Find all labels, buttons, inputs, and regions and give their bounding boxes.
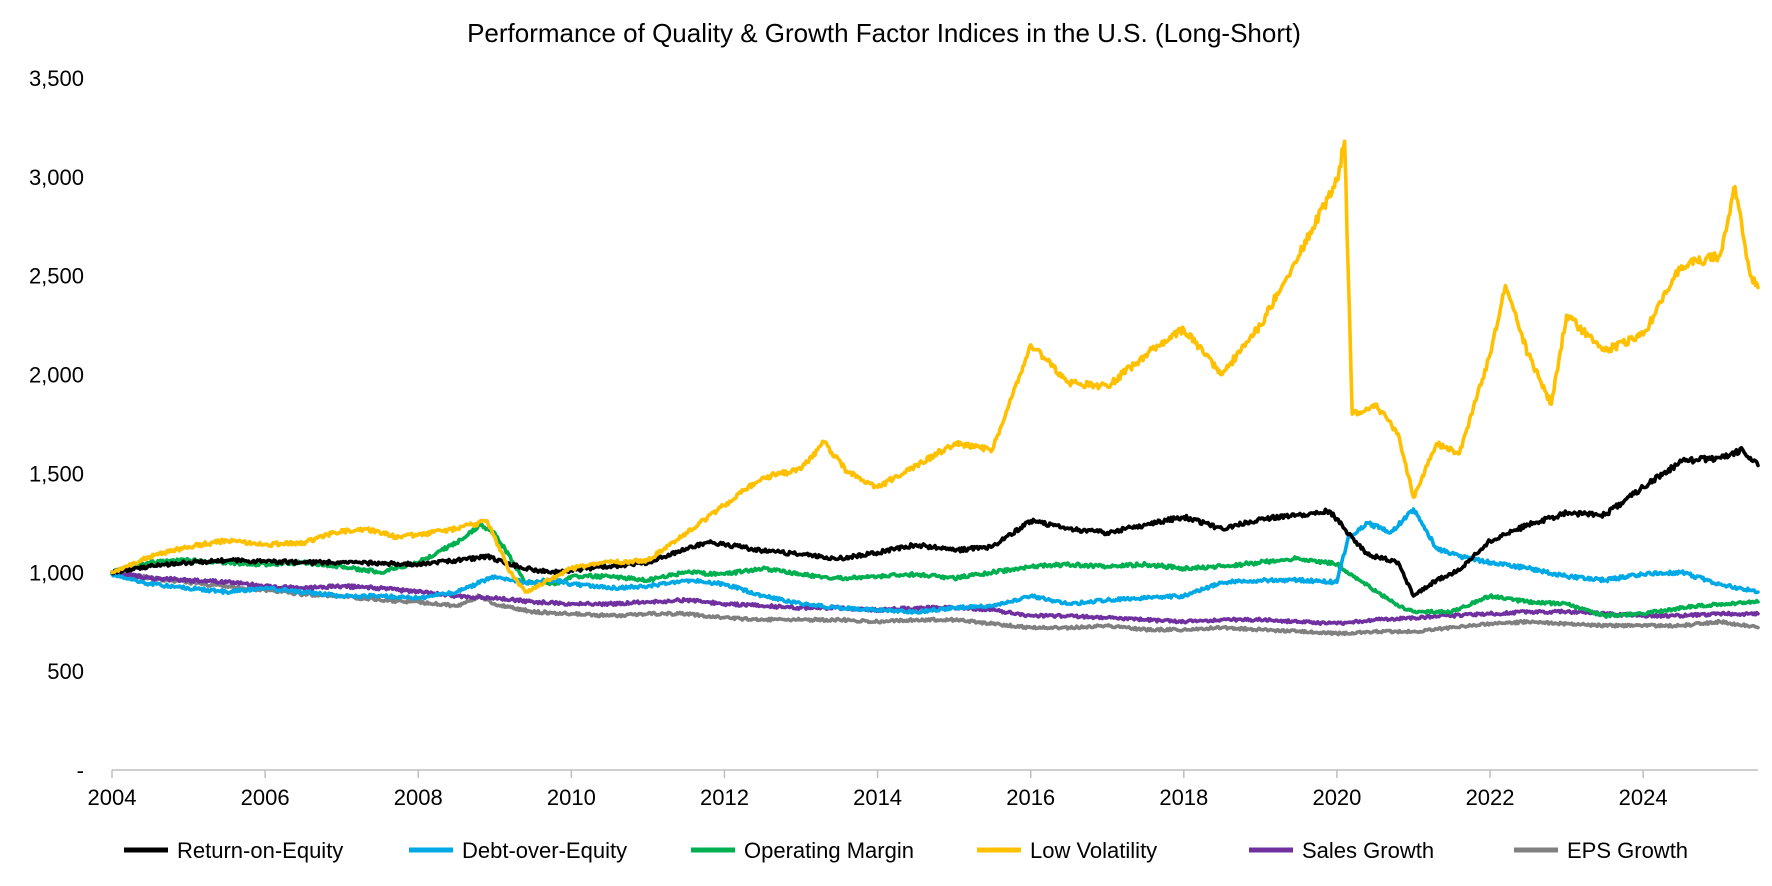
legend-label: EPS Growth — [1567, 838, 1688, 863]
legend: Return-on-Equity Debt-over-Equity Operatin… — [124, 838, 1688, 863]
x-axis: 2004 2006 2008 2010 2012 2014 2016 2018 2020 2022… — [88, 769, 1758, 810]
x-tick-label: 2022 — [1466, 785, 1515, 810]
chart-title: Performance of Quality & Growth Factor I… — [467, 18, 1301, 48]
series-line-eps-growth — [110, 569, 1760, 637]
series-layer — [110, 139, 1760, 637]
y-tick-label: 2,500 — [29, 264, 84, 289]
y-tick-label: 3,000 — [29, 165, 84, 190]
x-tick-label: 2010 — [547, 785, 596, 810]
x-tick-label: 2014 — [853, 785, 902, 810]
x-tick-label: 2018 — [1159, 785, 1208, 810]
y-tick-label: 500 — [47, 659, 84, 684]
series-line-return-on-equity — [110, 446, 1760, 598]
x-tick-label: 2008 — [394, 785, 443, 810]
x-tick-label: 2016 — [1006, 785, 1055, 810]
x-tick-label: 2006 — [241, 785, 290, 810]
series-line-operating-margin — [110, 522, 1760, 619]
legend-label: Low Volatility — [1030, 838, 1157, 863]
legend-label: Sales Growth — [1302, 838, 1434, 863]
y-tick-label: 1,500 — [29, 461, 84, 486]
x-tick-label: 2024 — [1619, 785, 1668, 810]
series-line-low-volatility — [110, 139, 1760, 594]
y-tick-label: - — [77, 758, 84, 783]
y-tick-label: 1,000 — [29, 560, 84, 585]
legend-label: Operating Margin — [744, 838, 914, 863]
y-tick-label: 2,000 — [29, 363, 84, 388]
x-tick-label: 2020 — [1312, 785, 1361, 810]
legend-label: Return-on-Equity — [177, 838, 343, 863]
x-tick-label: 2004 — [88, 785, 137, 810]
y-tick-label: 3,500 — [29, 66, 84, 91]
series-line-debt-over-equity — [110, 507, 1760, 615]
legend-label: Debt-over-Equity — [462, 838, 627, 863]
y-axis: - 500 1,000 1,500 2,000 2,500 3,000 3,500 — [29, 66, 84, 783]
x-tick-label: 2012 — [700, 785, 749, 810]
